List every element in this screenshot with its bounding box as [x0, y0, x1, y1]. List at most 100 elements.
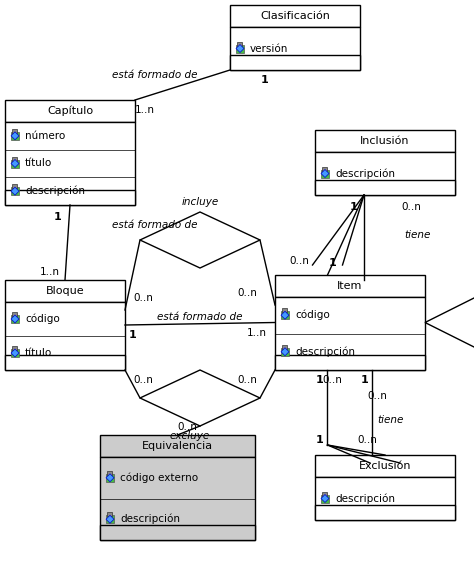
Bar [230, 27, 360, 70]
Polygon shape [140, 370, 260, 426]
Text: descripción: descripción [25, 186, 85, 196]
Text: versión: versión [250, 44, 288, 53]
Bar [11, 132, 19, 140]
Polygon shape [281, 348, 289, 356]
Polygon shape [321, 494, 329, 502]
Text: 1: 1 [316, 435, 323, 445]
Bar [12, 129, 18, 133]
Text: 0..n: 0..n [290, 256, 310, 266]
Bar [5, 100, 135, 122]
Bar [12, 156, 18, 160]
Text: descripción: descripción [120, 514, 180, 524]
Bar [321, 170, 329, 177]
Text: Clasificación: Clasificación [260, 11, 330, 21]
Bar [275, 297, 425, 370]
Text: Bloque: Bloque [46, 286, 84, 296]
Bar [5, 302, 125, 370]
Text: título: título [25, 348, 52, 358]
Text: Capítulo: Capítulo [47, 106, 93, 116]
Bar [12, 346, 18, 350]
Text: descripción: descripción [335, 493, 395, 503]
Bar [230, 5, 360, 27]
Bar [281, 311, 289, 319]
Bar [283, 345, 288, 349]
Polygon shape [321, 170, 329, 177]
Text: 1: 1 [129, 330, 137, 340]
Text: está formado de: está formado de [157, 312, 243, 322]
Bar [12, 312, 18, 316]
Polygon shape [11, 132, 19, 140]
Bar [100, 457, 255, 540]
Bar [5, 190, 135, 205]
Bar [315, 152, 455, 195]
Text: código: código [295, 310, 330, 320]
Text: 1: 1 [261, 75, 269, 85]
Bar [315, 455, 455, 477]
Bar [12, 184, 18, 188]
Bar [108, 471, 112, 475]
Bar [275, 275, 425, 297]
Polygon shape [106, 515, 114, 523]
Text: 1: 1 [328, 258, 337, 268]
Text: Equivalencia: Equivalencia [142, 441, 213, 451]
Text: 0..n: 0..n [357, 435, 377, 445]
Bar [322, 167, 328, 171]
Bar [315, 477, 455, 520]
Bar [100, 525, 255, 540]
Bar [315, 180, 455, 195]
Bar [5, 122, 135, 205]
Text: 1: 1 [54, 212, 62, 222]
Polygon shape [11, 187, 19, 195]
Bar [11, 187, 19, 195]
Bar [106, 474, 114, 482]
Bar [106, 515, 114, 523]
Bar [237, 41, 243, 45]
Bar [315, 505, 455, 520]
Text: 0..n: 0..n [133, 293, 153, 303]
Bar [321, 494, 329, 502]
Text: título: título [25, 159, 52, 168]
Text: 1: 1 [316, 375, 323, 385]
Bar [322, 492, 328, 496]
Bar [281, 348, 289, 356]
Text: 0..n: 0..n [237, 375, 257, 385]
Text: 0..n: 0..n [323, 375, 342, 385]
Text: 1..n: 1..n [135, 105, 155, 115]
Bar [5, 355, 125, 370]
Text: 1..n: 1..n [40, 267, 60, 277]
Text: 1..n: 1..n [247, 328, 267, 337]
Text: Item: Item [337, 281, 363, 291]
Polygon shape [11, 315, 19, 323]
Text: 0..n: 0..n [401, 202, 421, 212]
Text: descripción: descripción [335, 168, 395, 179]
Polygon shape [236, 44, 244, 53]
Bar [100, 435, 255, 457]
Text: tiene: tiene [377, 415, 404, 425]
Polygon shape [11, 159, 19, 167]
Bar [5, 280, 125, 302]
Text: incluye: incluye [182, 197, 219, 207]
Polygon shape [281, 311, 289, 319]
Text: código: código [25, 314, 60, 324]
Text: está formado de: está formado de [112, 70, 198, 80]
Bar [11, 159, 19, 167]
Bar [11, 315, 19, 323]
Text: tiene: tiene [405, 230, 431, 240]
Bar [283, 308, 288, 312]
Bar [11, 349, 19, 357]
Text: 0..n: 0..n [178, 422, 198, 432]
Text: código externo: código externo [120, 472, 198, 483]
Text: descripción: descripción [295, 346, 355, 357]
Text: excluye: excluye [170, 431, 210, 441]
Bar [315, 130, 455, 152]
Polygon shape [106, 474, 114, 482]
Text: número: número [25, 131, 65, 141]
Text: Exclusión: Exclusión [359, 461, 411, 471]
Text: 1: 1 [361, 375, 368, 385]
Bar [275, 355, 425, 370]
Bar [236, 44, 244, 53]
Text: Inclusión: Inclusión [360, 136, 410, 146]
Bar [230, 55, 360, 70]
Text: 1: 1 [350, 202, 358, 212]
Polygon shape [11, 349, 19, 357]
